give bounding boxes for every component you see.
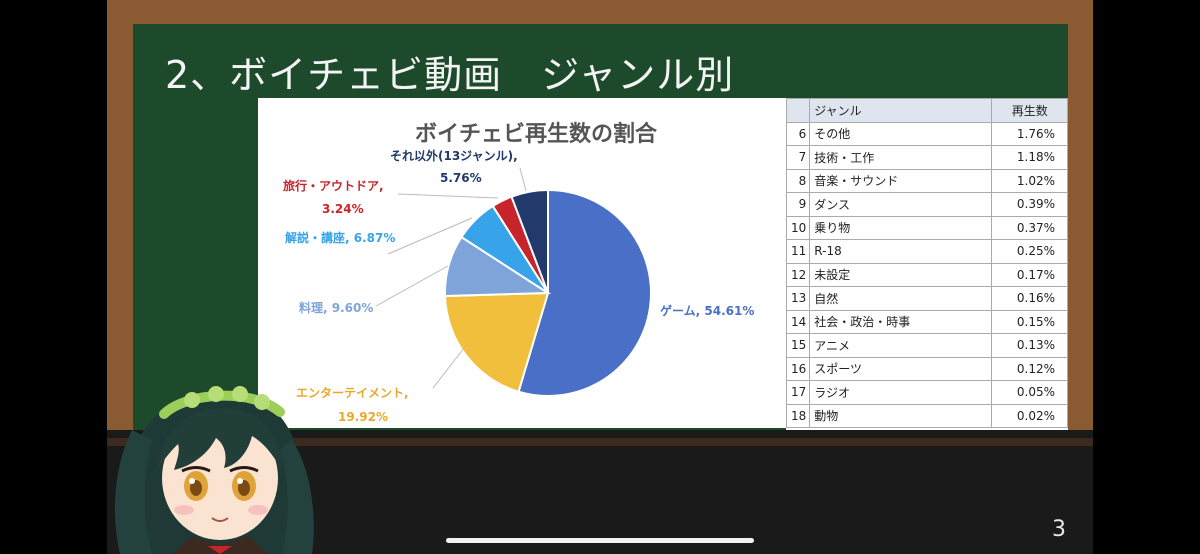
row-pct: 0.12%	[991, 356, 1068, 381]
pie-chart	[375, 167, 652, 397]
row-genre: 未設定	[809, 262, 993, 287]
row-rank: 15	[785, 333, 811, 358]
header-genre: ジャンル	[809, 98, 993, 123]
table-row: 13 自然 0.16%	[785, 286, 1068, 311]
row-genre: 社会・政治・時事	[809, 309, 993, 334]
row-rank: 12	[785, 262, 811, 287]
row-rank: 13	[785, 286, 811, 311]
slice-label-ent: エンターテイメント,	[296, 386, 409, 400]
home-indicator[interactable]	[446, 538, 754, 543]
leader-line-cook	[375, 265, 449, 307]
row-rank: 8	[785, 168, 811, 193]
row-pct: 0.39%	[991, 192, 1068, 217]
row-genre: 音楽・サウンド	[809, 168, 993, 193]
slide-title: 2、ボイチェビ動画 ジャンル別	[165, 53, 735, 97]
row-genre: 技術・工作	[809, 145, 993, 170]
row-rank: 6	[785, 121, 811, 146]
row-rank: 17	[785, 380, 811, 405]
row-pct: 0.13%	[991, 333, 1068, 358]
row-genre: 動物	[809, 403, 993, 428]
row-rank: 18	[785, 403, 811, 428]
pie-slice-5	[510, 188, 549, 294]
row-pct: 0.16%	[991, 286, 1068, 311]
table-row: 8 音楽・サウンド 1.02%	[785, 168, 1068, 193]
slice-label-game: ゲーム, 54.61%	[660, 304, 755, 318]
row-pct: 1.18%	[991, 145, 1068, 170]
table-row: 15 アニメ 0.13%	[785, 333, 1068, 358]
header-rank	[785, 98, 811, 123]
leader-line-travel	[397, 193, 499, 199]
chart-title: ボイチェビ再生数の割合	[415, 122, 658, 147]
pie-slice-0	[517, 188, 652, 397]
table-row: 14 社会・政治・時事 0.15%	[785, 309, 1068, 334]
row-rank: 11	[785, 239, 811, 264]
genre-ranking-table: ジャンル 再生数 6 その他 1.76% 7 技術・工作 1.18% 8 音楽・サウンド 1.0…	[785, 98, 1068, 428]
table-row: 11 R-18 0.25%	[785, 239, 1068, 264]
row-pct: 0.05%	[991, 380, 1068, 405]
row-genre: ダンス	[809, 192, 993, 217]
row-pct: 1.02%	[991, 168, 1068, 193]
row-genre: 乗り物	[809, 215, 993, 240]
header-pct: 再生数	[991, 98, 1068, 123]
row-genre: R-18	[809, 239, 993, 264]
table-row: 9 ダンス 0.39%	[785, 192, 1068, 217]
row-genre: その他	[809, 121, 993, 146]
table-row: 6 その他 1.76%	[785, 121, 1068, 146]
row-genre: スポーツ	[809, 356, 993, 381]
row-rank: 16	[785, 356, 811, 381]
row-rank: 9	[785, 192, 811, 217]
slice-label-ent-pct: 19.92%	[338, 410, 388, 424]
row-rank: 14	[785, 309, 811, 334]
row-genre: ラジオ	[809, 380, 993, 405]
table-header-row: ジャンル 再生数	[785, 98, 1068, 123]
slice-label-other-pct: 5.76%	[440, 171, 482, 185]
row-pct: 0.17%	[991, 262, 1068, 287]
table-row: 10 乗り物 0.37%	[785, 215, 1068, 240]
row-rank: 7	[785, 145, 811, 170]
slice-label-cook: 料理, 9.60%	[299, 301, 374, 315]
row-genre: 自然	[809, 286, 993, 311]
leader-line-ent	[432, 347, 465, 389]
row-pct: 0.37%	[991, 215, 1068, 240]
slice-label-other: それ以外(13ジャンル),	[390, 149, 518, 163]
slice-label-edu: 解説・講座, 6.87%	[285, 231, 396, 245]
slice-label-travel: 旅行・アウトドア,	[283, 179, 384, 193]
row-pct: 0.15%	[991, 309, 1068, 334]
leader-line-edu	[387, 217, 473, 255]
slice-label-travel-pct: 3.24%	[322, 202, 364, 216]
table-row: 7 技術・工作 1.18%	[785, 145, 1068, 170]
table-row: 17 ラジオ 0.05%	[785, 380, 1068, 405]
table-row: 16 スポーツ 0.12%	[785, 356, 1068, 381]
row-pct: 0.25%	[991, 239, 1068, 264]
row-pct: 0.02%	[991, 403, 1068, 428]
vtuber-character-avatar	[115, 386, 314, 554]
table-row: 18 動物 0.02%	[785, 403, 1068, 428]
ledge-band	[107, 438, 1093, 446]
table-row: 12 未設定 0.17%	[785, 262, 1068, 287]
row-genre: アニメ	[809, 333, 993, 358]
page-number: 3	[1052, 517, 1066, 542]
row-rank: 10	[785, 215, 811, 240]
pie-slice-1	[444, 291, 550, 393]
row-pct: 1.76%	[991, 121, 1068, 146]
leader-line-other	[519, 167, 527, 192]
